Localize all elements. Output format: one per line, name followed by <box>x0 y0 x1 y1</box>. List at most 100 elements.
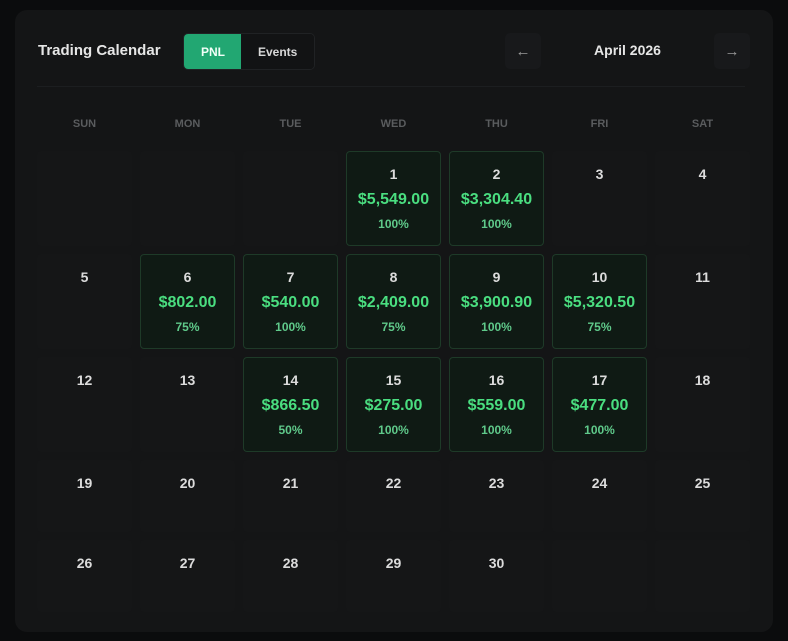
day-cell: 3 <box>552 151 647 246</box>
day-number: 21 <box>282 475 299 491</box>
day-number: 11 <box>695 269 710 285</box>
day-cell: 25 <box>655 460 750 532</box>
events-tab[interactable]: Events <box>241 34 315 69</box>
day-cell: 14 $866.50 50% <box>243 357 338 452</box>
month-label: April 2026 <box>594 42 661 58</box>
day-number: 8 <box>389 269 398 285</box>
empty-cell <box>243 151 338 246</box>
day-pnl: $3,304.40 <box>460 191 533 208</box>
weekday-label: TUE <box>279 118 302 130</box>
day-cell: 8 $2,409.00 75% <box>346 254 441 349</box>
day-number: 25 <box>694 475 711 491</box>
day-number: 9 <box>492 269 501 285</box>
day-number: 23 <box>488 475 505 491</box>
day-cell: 19 <box>37 460 132 532</box>
day-number: 1 <box>389 166 398 182</box>
day-pnl: $2,409.00 <box>357 294 430 311</box>
weekday-label: WED <box>380 118 407 130</box>
day-number: 26 <box>76 555 93 571</box>
day-number: 10 <box>591 269 608 285</box>
view-toggle: PNL Events <box>183 33 316 70</box>
day-number: 5 <box>80 269 89 285</box>
win-rate: 50% <box>278 423 303 437</box>
day-cell: 30 <box>449 540 544 612</box>
day-cell: 28 <box>243 540 338 612</box>
day-cell: 2 $3,304.40 100% <box>449 151 544 246</box>
title: Trading Calendar <box>38 42 161 59</box>
day-cell: 24 <box>552 460 647 532</box>
day-pnl: $540.00 <box>261 294 320 311</box>
win-rate: 100% <box>481 320 512 334</box>
empty-cell <box>140 151 235 246</box>
separator <box>37 86 745 87</box>
day-number: 3 <box>595 166 604 182</box>
weekday-label: FRI <box>590 118 609 130</box>
day-cell: 20 <box>140 460 235 532</box>
day-number: 22 <box>385 475 402 491</box>
weekday-label: MON <box>174 118 201 130</box>
day-number: 29 <box>385 555 402 571</box>
day-pnl: $275.00 <box>364 397 423 414</box>
day-pnl: $866.50 <box>261 397 320 414</box>
day-number: 18 <box>694 372 711 388</box>
day-cell: 13 <box>140 357 235 452</box>
day-number: 19 <box>76 475 93 491</box>
day-number: 20 <box>179 475 196 491</box>
weekday-label: SAT <box>691 118 714 130</box>
day-pnl: $5,320.50 <box>563 294 636 311</box>
day-number: 16 <box>488 372 505 388</box>
day-cell: 10 $5,320.50 75% <box>552 254 647 349</box>
win-rate: 100% <box>275 320 306 334</box>
day-pnl: $5,549.00 <box>357 191 430 208</box>
day-cell: 5 <box>37 254 132 349</box>
day-cell: 22 <box>346 460 441 532</box>
day-cell: 7 $540.00 100% <box>243 254 338 349</box>
day-number: 15 <box>385 372 402 388</box>
empty-cell <box>552 540 647 612</box>
day-number: 7 <box>286 269 295 285</box>
day-cell: 29 <box>346 540 441 612</box>
day-number: 28 <box>282 555 299 571</box>
day-number: 13 <box>179 372 196 388</box>
empty-cell <box>655 540 750 612</box>
win-rate: 100% <box>481 217 512 231</box>
calendar-card: Trading Calendar PNL Events ← April 2026… <box>15 10 773 632</box>
day-cell: 21 <box>243 460 338 532</box>
day-number: 30 <box>488 555 505 571</box>
next-month[interactable]: → <box>714 33 750 69</box>
day-cell: 23 <box>449 460 544 532</box>
day-number: 14 <box>282 372 299 388</box>
day-cell: 4 <box>655 151 750 246</box>
day-pnl: $477.00 <box>570 397 629 414</box>
weekday-row: SUN MON TUE WED THU FRI SAT <box>37 118 750 130</box>
win-rate: 100% <box>378 217 409 231</box>
day-pnl: $802.00 <box>158 294 217 311</box>
day-cell: 12 <box>37 357 132 452</box>
day-number: 24 <box>591 475 608 491</box>
day-number: 27 <box>179 555 196 571</box>
weekday-label: SUN <box>72 118 97 130</box>
day-number: 17 <box>591 372 608 388</box>
day-cell: 18 <box>655 357 750 452</box>
day-cell: 11 <box>655 254 750 349</box>
win-rate: 100% <box>481 423 512 437</box>
day-number: 4 <box>698 166 707 182</box>
prev-month[interactable]: ← <box>505 33 541 69</box>
day-pnl: $3,900.90 <box>460 294 533 311</box>
pnl-tab[interactable]: PNL <box>184 34 241 69</box>
day-number: 6 <box>183 269 192 285</box>
day-cell: 6 $802.00 75% <box>140 254 235 349</box>
day-cell: 16 $559.00 100% <box>449 357 544 452</box>
win-rate: 100% <box>584 423 615 437</box>
win-rate: 75% <box>175 320 200 334</box>
empty-cell <box>37 151 132 246</box>
day-number: 2 <box>492 166 501 182</box>
win-rate: 75% <box>587 320 612 334</box>
win-rate: 100% <box>378 423 409 437</box>
day-grid: 1 $5,549.00 100% 2 $3,304.40 100% 3 4 5 6 $802.00 7… <box>37 151 750 612</box>
day-cell: 26 <box>37 540 132 612</box>
day-cell: 9 $3,900.90 100% <box>449 254 544 349</box>
day-cell: 27 <box>140 540 235 612</box>
day-pnl: $559.00 <box>467 397 526 414</box>
